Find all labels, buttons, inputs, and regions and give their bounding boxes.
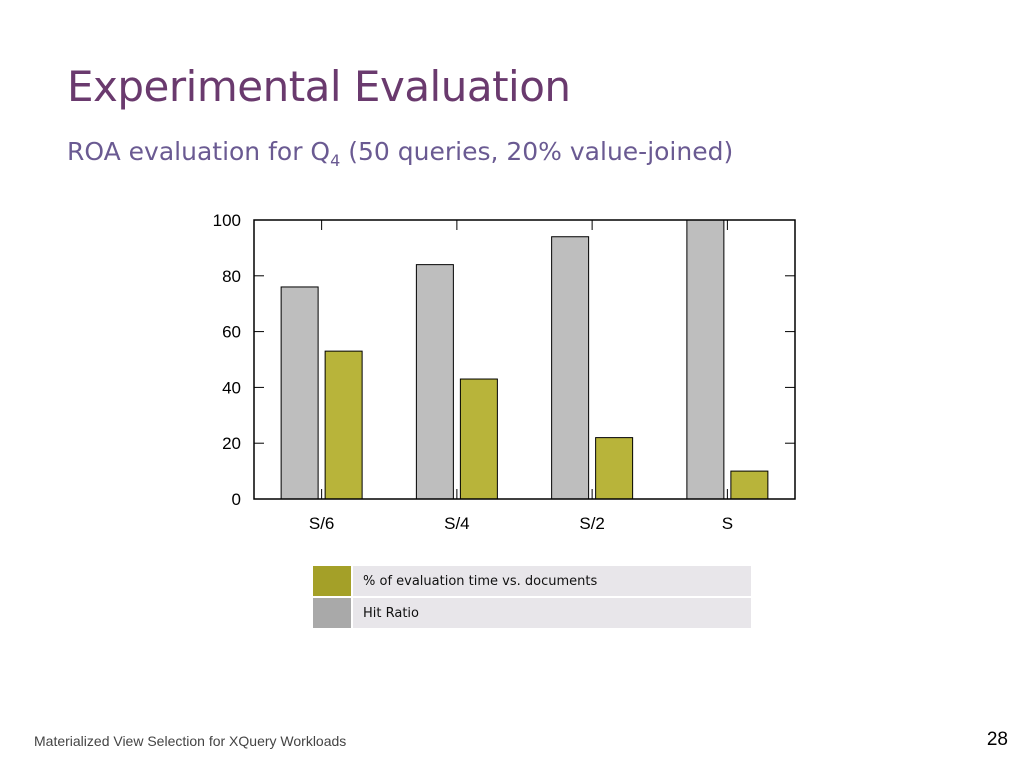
slide-title: Experimental Evaluation <box>67 62 571 111</box>
y-tick-label-2: 40 <box>222 378 241 397</box>
legend-label-hit-ratio: Hit Ratio <box>353 598 751 628</box>
bar-eval-time-3 <box>730 470 769 500</box>
y-tick-label-4: 80 <box>222 267 241 286</box>
y-tick-label-3: 60 <box>222 323 241 342</box>
x-tick-label-0: S/6 <box>309 514 335 533</box>
bar-hit-ratio-2 <box>551 236 590 500</box>
x-tick-label-2: S/2 <box>579 514 605 533</box>
legend-swatch-eval-time <box>313 566 351 596</box>
plot-frame <box>253 219 796 500</box>
chart-legend: % of evaluation time vs. documents Hit R… <box>313 566 751 630</box>
x-tick-label-1: S/4 <box>444 514 470 533</box>
legend-label-eval-time: % of evaluation time vs. documents <box>353 566 751 596</box>
subtitle-subscript: 4 <box>330 151 341 170</box>
bar-hit-ratio-1 <box>415 264 454 500</box>
page-number: 28 <box>986 729 1008 750</box>
subtitle-main: ROA evaluation for Q <box>67 137 331 166</box>
slide-subtitle: ROA evaluation for Q4 (50 queries, 20% v… <box>67 137 733 170</box>
x-tick-label-3: S <box>722 514 733 533</box>
legend-swatch-hit-ratio <box>313 598 351 628</box>
legend-item-eval-time: % of evaluation time vs. documents <box>313 566 751 596</box>
y-tick-label-5: 100 <box>213 211 241 230</box>
legend-item-hit-ratio: Hit Ratio <box>313 598 751 628</box>
bar-eval-time-2 <box>595 437 634 500</box>
bar-hit-ratio-3 <box>686 219 725 500</box>
slide-footer: Materialized View Selection for XQuery W… <box>34 733 347 749</box>
y-tick-label-0: 0 <box>232 490 241 509</box>
bar-eval-time-0 <box>324 350 363 500</box>
y-tick-label-1: 20 <box>222 434 241 453</box>
subtitle-rest: (50 queries, 20% value-joined) <box>340 137 734 166</box>
bar-eval-time-1 <box>459 378 498 500</box>
bar-hit-ratio-0 <box>280 286 319 500</box>
